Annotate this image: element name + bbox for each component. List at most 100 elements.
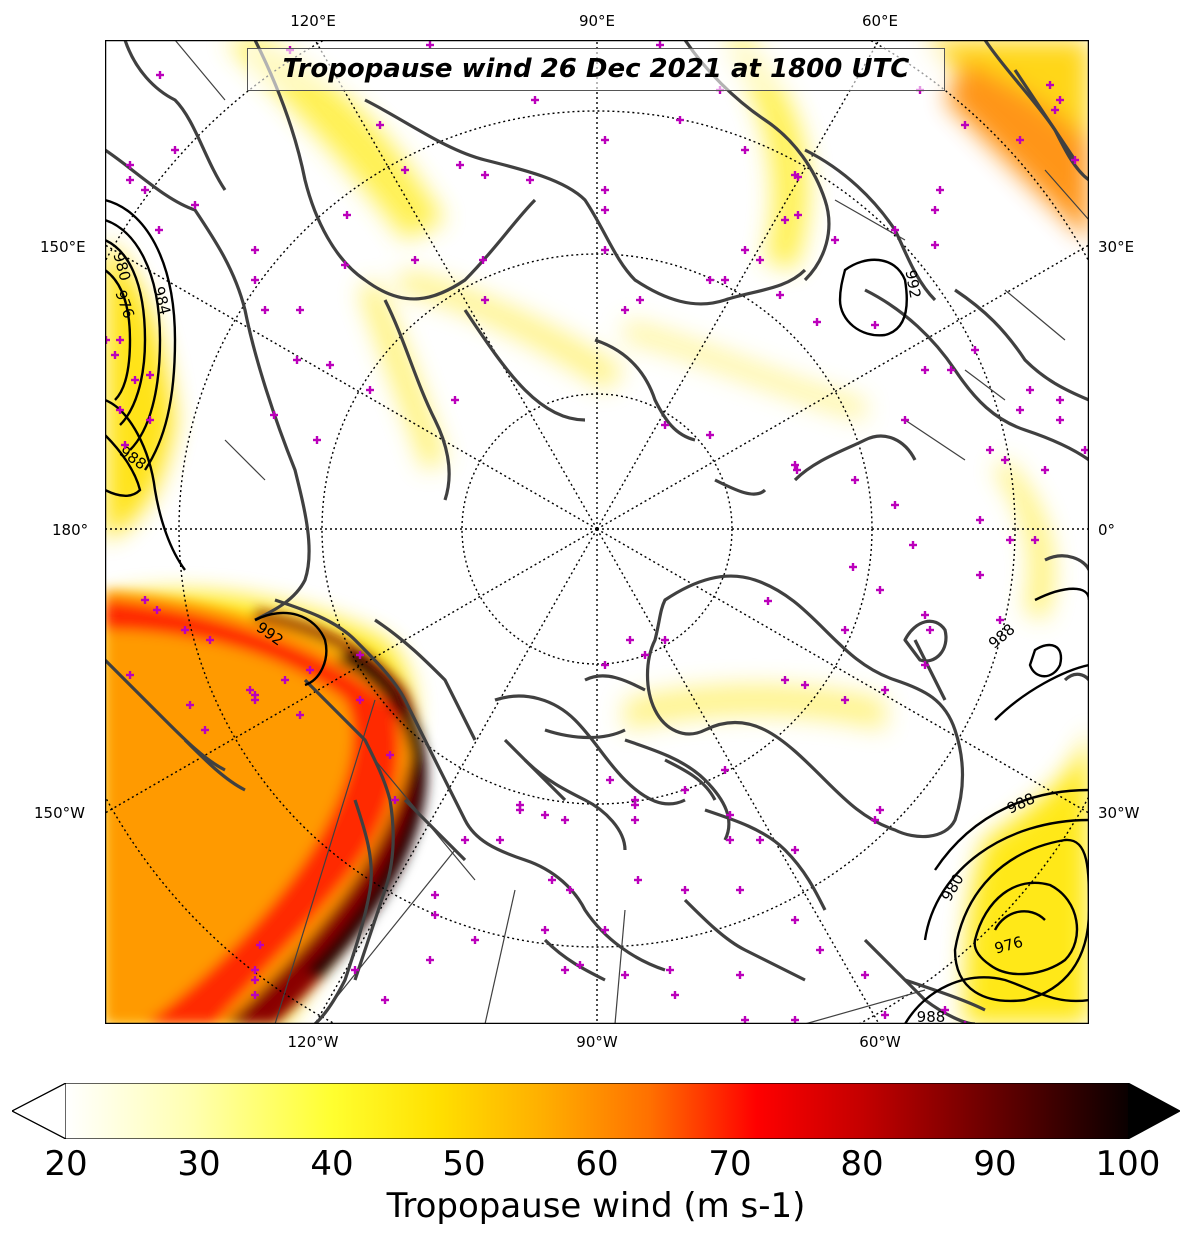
station-marker: [251, 691, 259, 699]
station-marker: [621, 306, 629, 314]
colorbar-extend-max: [1128, 1083, 1180, 1139]
station-marker: [1016, 406, 1024, 414]
station-marker: [186, 701, 194, 709]
station-marker: [947, 366, 955, 374]
station-marker: [426, 41, 434, 49]
colorbar-tick: 100: [1095, 1144, 1161, 1184]
station-marker: [726, 811, 734, 819]
station-marker: [641, 651, 649, 659]
station-marker: [764, 597, 772, 605]
station-marker: [921, 661, 929, 669]
station-marker: [171, 146, 179, 154]
station-marker: [676, 116, 684, 124]
colorbar-tick: 40: [310, 1144, 354, 1184]
station-marker: [601, 136, 609, 144]
station-marker: [191, 201, 199, 209]
station-marker: [366, 386, 374, 394]
station-marker: [116, 406, 124, 414]
lon-label-left: 150°W: [34, 804, 85, 822]
station-marker: [881, 1011, 889, 1019]
station-marker: [681, 886, 689, 894]
station-marker: [851, 476, 859, 484]
station-marker: [601, 206, 609, 214]
station-marker: [431, 911, 439, 919]
station-marker: [736, 971, 744, 979]
lon-label-left: 180°: [52, 521, 89, 539]
station-marker: [1071, 156, 1079, 164]
station-marker: [251, 966, 259, 974]
station-marker: [461, 836, 469, 844]
colorbar-gradient: [66, 1083, 1128, 1139]
station-marker: [541, 926, 549, 934]
station-marker: [741, 1016, 749, 1024]
station-marker: [666, 966, 674, 974]
station-marker: [356, 696, 364, 704]
station-marker: [411, 256, 419, 264]
station-marker: [601, 661, 609, 669]
station-marker: [606, 776, 614, 784]
contour-label: 992: [902, 268, 925, 299]
station-marker: [326, 361, 334, 369]
station-marker: [793, 466, 801, 474]
station-marker: [351, 966, 359, 974]
station-marker: [776, 291, 784, 299]
title-box: [247, 48, 945, 91]
station-marker: [791, 916, 799, 924]
station-marker: [791, 1016, 799, 1024]
station-marker: [471, 936, 479, 944]
station-marker: [111, 351, 119, 359]
station-marker: [1046, 81, 1054, 89]
station-marker: [881, 686, 889, 694]
station-marker: [481, 296, 489, 304]
map-frame: [105, 40, 1089, 1024]
station-marker: [791, 846, 799, 854]
station-marker: [251, 976, 259, 984]
station-marker: [1016, 136, 1024, 144]
station-marker: [841, 626, 849, 634]
station-marker: [871, 321, 879, 329]
station-marker: [971, 346, 979, 354]
station-marker: [146, 371, 154, 379]
station-marker: [876, 806, 884, 814]
station-marker: [756, 836, 764, 844]
station-marker: [341, 261, 349, 269]
station-marker: [451, 396, 459, 404]
station-marker: [1081, 446, 1089, 454]
station-marker: [941, 1006, 949, 1014]
map-title: Tropopause wind 26 Dec 2021 at 1800 UTC: [282, 54, 910, 84]
station-marker: [813, 318, 821, 326]
station-marker: [721, 276, 729, 284]
station-marker: [1031, 536, 1039, 544]
station-marker: [1056, 96, 1064, 104]
station-marker: [791, 461, 799, 469]
station-marker: [1006, 536, 1014, 544]
station-markers: [105, 41, 1089, 1024]
graticule: [105, 40, 1089, 1024]
station-marker: [736, 886, 744, 894]
station-marker: [831, 236, 839, 244]
station-marker: [1056, 396, 1064, 404]
colorbar-extend-min: [12, 1083, 67, 1139]
station-marker: [306, 666, 314, 674]
station-marker: [270, 411, 278, 419]
station-marker: [181, 626, 189, 634]
station-marker: [849, 563, 857, 571]
station-marker: [426, 956, 434, 964]
colorbar-tick: 60: [575, 1144, 619, 1184]
station-marker: [816, 946, 824, 954]
station-marker: [256, 941, 264, 949]
colorbar-tick: 70: [708, 1144, 752, 1184]
lon-label-bottom: 90°W: [576, 1033, 618, 1051]
lon-label-right: 30°E: [1098, 238, 1135, 256]
lon-label-top: 60°E: [861, 12, 899, 30]
colorbar-tick: 50: [442, 1144, 486, 1184]
station-marker: [626, 636, 634, 644]
station-marker: [781, 216, 789, 224]
colorbar-tick: 80: [840, 1144, 884, 1184]
station-marker: [656, 41, 664, 49]
station-marker: [841, 696, 849, 704]
station-marker: [386, 751, 394, 759]
station-marker: [201, 726, 209, 734]
station-marker: [155, 226, 163, 234]
station-marker: [531, 96, 539, 104]
